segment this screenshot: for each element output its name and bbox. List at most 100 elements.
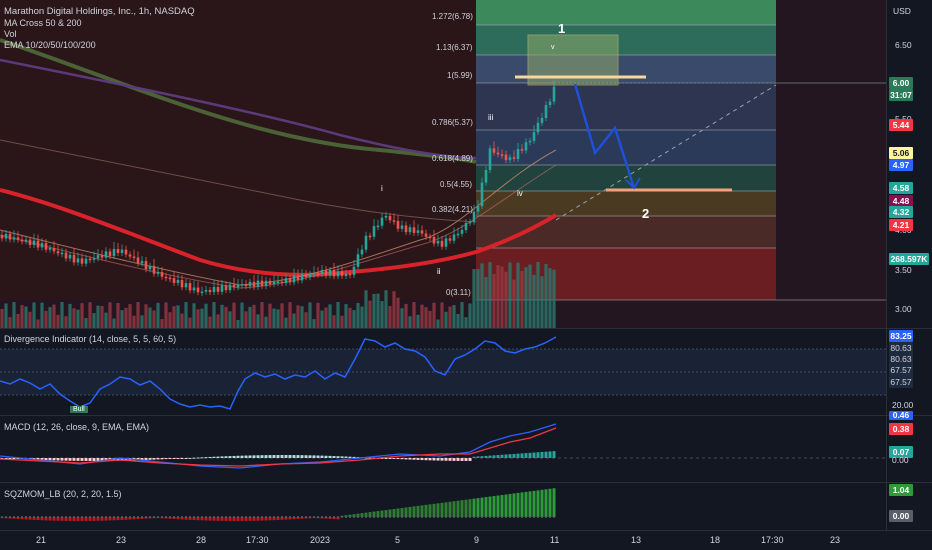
sqzmom-bar [208, 517, 212, 521]
study-ema[interactable]: EMA 10/20/50/100/200 [4, 40, 96, 50]
squeeze-dot [253, 516, 255, 518]
candle-body [460, 230, 464, 234]
volume-bar [528, 264, 532, 328]
candle-body [136, 257, 140, 264]
macd-histogram-bar [184, 458, 188, 459]
candle-body [428, 236, 432, 239]
volume-bar [184, 302, 188, 328]
macd-pane[interactable]: MACD (12, 26, close, 9, EMA, EMA) [0, 416, 886, 482]
squeeze-dot [25, 516, 27, 518]
divergence-label[interactable]: Divergence Indicator (14, close, 5, 5, 6… [4, 334, 177, 344]
macd-histogram-bar [288, 455, 292, 458]
sqzmom-bar [368, 512, 372, 517]
macd-histogram-bar [272, 455, 276, 458]
volume-bar [76, 309, 80, 328]
volume-bar [400, 308, 404, 328]
study-ma-cross[interactable]: MA Cross 50 & 200 [4, 18, 82, 28]
wave-label-iii: iii [488, 113, 494, 122]
squeeze-dot [221, 516, 223, 518]
candle-body [116, 248, 120, 253]
sqzmom-bar [380, 510, 384, 517]
candle-body [536, 122, 540, 133]
macd-histogram-bar [452, 458, 456, 461]
sqzmom-bar [84, 517, 88, 521]
sqzmom-tag: 1.04 [889, 484, 913, 496]
candle-body [512, 157, 516, 159]
volume-bar [272, 308, 276, 328]
candle-body [164, 276, 168, 279]
candle-body [12, 237, 16, 240]
time-axis[interactable]: 21 23 28 17:30 2023 5 9 11 13 18 17:30 2… [0, 531, 886, 550]
candle-body [332, 270, 336, 277]
candle-body [60, 252, 64, 255]
squeeze-dot [257, 516, 259, 518]
volume-bar [24, 306, 28, 328]
candle-body [56, 251, 60, 254]
macd-label[interactable]: MACD (12, 26, close, 9, EMA, EMA) [4, 422, 150, 432]
macd-histogram-bar [348, 456, 352, 458]
macd-histogram-bar [316, 455, 320, 458]
macd-histogram-bar [412, 458, 416, 460]
sqzmom-bar [388, 509, 392, 517]
sqzmom-bar [80, 517, 84, 521]
candle-body [488, 148, 492, 171]
squeeze-dot [125, 516, 127, 518]
sqzmom-pane[interactable]: SQZMOM_LB (20, 2, 20, 1.5) [0, 483, 886, 530]
study-vol[interactable]: Vol [4, 29, 17, 39]
divergence-pane[interactable]: Divergence Indicator (14, close, 5, 5, 6… [0, 329, 886, 415]
sqzmom-bar [128, 517, 132, 520]
candle-body [100, 255, 104, 258]
volume-bar [380, 301, 384, 328]
candle-body [268, 280, 272, 285]
volume-bar [496, 265, 500, 328]
volume-bar [196, 309, 200, 328]
sqzmom-bar [468, 499, 472, 517]
volume-bar [276, 309, 280, 328]
macd-histogram-bar [180, 458, 184, 459]
candle-body [196, 287, 200, 293]
fib-label-113: 1.13(6.37) [436, 43, 473, 52]
sqzmom-bar [176, 517, 180, 520]
squeeze-dot [501, 516, 503, 518]
sqzmom-bar [436, 503, 440, 517]
candle-body [400, 225, 404, 229]
sqzmom-bar [252, 517, 256, 521]
macd-histogram-bar [492, 455, 496, 458]
axis-currency: USD [893, 6, 911, 16]
sqzmom-bar [20, 517, 24, 520]
time-tick: 11 [550, 535, 560, 545]
macd-histogram-bar [296, 455, 300, 458]
candle-body [192, 287, 196, 291]
squeeze-dot [117, 516, 119, 518]
squeeze-dot [273, 516, 275, 518]
sqzmom-bar [524, 491, 528, 517]
volume-bar [88, 302, 92, 328]
candlesticks [0, 79, 556, 297]
volume-bar [376, 293, 380, 328]
sqzmom-bar [416, 505, 420, 517]
squeeze-dot [145, 516, 147, 518]
volume-bar [384, 290, 388, 328]
sqzmom-bar [424, 504, 428, 517]
candle-body [244, 284, 248, 287]
wave-label-ii: ii [437, 267, 441, 276]
sqzmom-bar [432, 503, 436, 517]
macd-histogram-bar [340, 456, 344, 458]
candle-body [360, 249, 364, 255]
volume-bar [104, 312, 108, 328]
candle-body [248, 281, 252, 287]
volume-bar [96, 305, 100, 328]
squeeze-dot [89, 516, 91, 518]
candle-body [500, 154, 504, 156]
price-pane[interactable]: Marathon Digital Holdings, Inc., 1h, NAS… [0, 0, 886, 328]
volume-bar [480, 263, 484, 328]
symbol-title[interactable]: Marathon Digital Holdings, Inc., 1h, NAS… [4, 6, 195, 17]
sqzmom-bar [132, 517, 136, 520]
sqzmom-label[interactable]: SQZMOM_LB (20, 2, 20, 1.5) [4, 489, 122, 499]
squeeze-dot [289, 516, 291, 518]
sqzmom-bar [72, 517, 76, 521]
volume-bar [396, 297, 400, 328]
squeeze-dot [437, 516, 439, 518]
squeeze-dot [93, 516, 95, 518]
candle-body [324, 270, 328, 276]
